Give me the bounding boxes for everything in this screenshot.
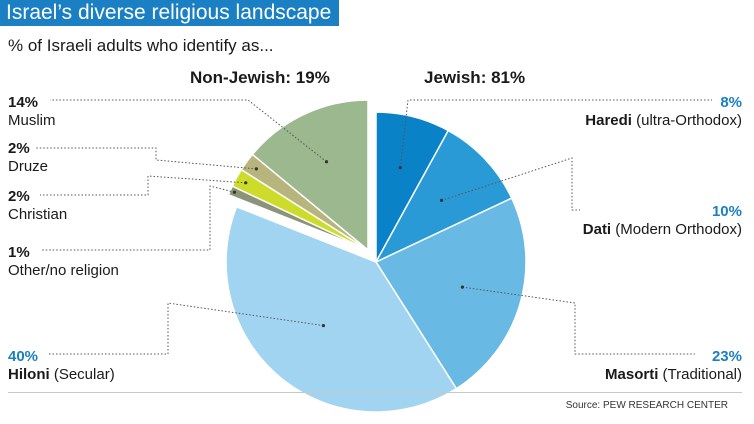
slice-desc-haredi: (ultra-Orthodox)	[631, 112, 742, 129]
slice-label-other: 1% Other/no religion	[8, 244, 119, 280]
slice-name-christian: Christian	[8, 206, 68, 223]
slice-desc-masorti: (Traditional)	[658, 366, 742, 383]
slice-desc-hiloni: (Secular)	[49, 366, 115, 383]
pie-slice-hiloni	[225, 205, 458, 413]
slice-pct-masorti: 23%	[711, 348, 742, 365]
group-label-non-jewish: Non-Jewish: 19%	[190, 68, 330, 87]
slice-name-druze: Druze	[8, 158, 49, 175]
leader-line-druze	[36, 147, 257, 170]
pie-slice-masorti	[374, 197, 527, 390]
source-note: Source: PEW RESEARCH CENTER	[565, 400, 728, 411]
leader-dot-masorti	[460, 285, 465, 289]
leader-line-christian	[40, 175, 246, 196]
leader-dot-dati	[440, 198, 444, 202]
slice-pct-muslim: 14%	[8, 94, 39, 111]
leader-dot-haredi	[398, 165, 402, 170]
slice-pct-other: 1%	[8, 244, 30, 261]
leader-line-hiloni	[48, 302, 324, 355]
footer-divider	[8, 392, 742, 393]
slice-name-haredi: Haredi	[585, 112, 632, 129]
slice-pct-hiloni: 40%	[8, 348, 39, 365]
leader-line-dati	[441, 157, 580, 211]
slice-pct-druze: 2%	[8, 140, 30, 157]
slice-name-masorti: Masorti	[605, 366, 659, 383]
slice-name-muslim: Muslim	[8, 112, 56, 129]
leader-line-masorti	[462, 286, 695, 355]
slice-desc-dati: (Modern Orthodox)	[611, 221, 742, 238]
slice-pct-christian: 2%	[8, 188, 30, 205]
leader-line-muslim	[50, 99, 327, 163]
leader-dot-hiloni	[321, 323, 326, 328]
leader-dot-other	[232, 190, 237, 194]
pie-slice-dati	[374, 129, 513, 264]
leader-dot-christian	[244, 181, 248, 185]
group-label-jewish: Jewish: 81%	[424, 68, 526, 87]
slice-label-dati: 10% Dati (Modern Orthodox)	[583, 203, 742, 239]
slice-label-christian: 2% Christian	[8, 188, 67, 224]
slice-name-other: Other/no religion	[8, 262, 119, 279]
leader-line-haredi	[399, 99, 712, 168]
slice-label-haredi: 8% Haredi (ultra-Orthodox)	[585, 94, 742, 130]
chart-subtitle: % of Israeli adults who identify as...	[8, 36, 274, 55]
leader-dot-muslim	[324, 160, 329, 164]
leader-dot-druze	[254, 167, 258, 171]
slice-pct-dati: 10%	[711, 203, 742, 220]
slice-pct-haredi: 8%	[720, 94, 742, 111]
slice-name-hiloni: Hiloni	[8, 366, 50, 383]
slice-name-dati: Dati	[582, 221, 612, 238]
slice-label-druze: 2% Druze	[8, 140, 48, 176]
slice-label-muslim: 14% Muslim	[8, 94, 56, 130]
leader-line-other	[42, 185, 235, 251]
slice-label-masorti: 23% Masorti (Traditional)	[605, 348, 742, 384]
pie-slice-muslim	[251, 99, 369, 252]
chart-title: Israel’s diverse religious landscape	[0, 0, 340, 26]
slice-label-hiloni: 40% Hiloni (Secular)	[8, 348, 115, 384]
